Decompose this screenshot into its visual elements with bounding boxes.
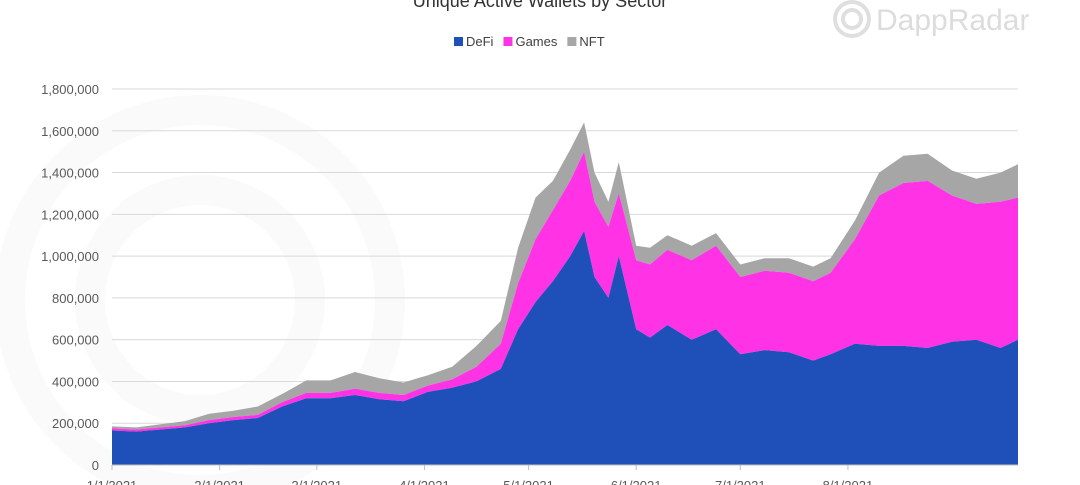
- watermark-text: DappRadar: [876, 4, 1029, 37]
- legend-swatch: [454, 37, 463, 46]
- legend-swatch: [503, 37, 513, 46]
- legend: DeFi Games NFT: [454, 34, 605, 49]
- legend-label: NFT: [579, 34, 604, 49]
- plot-area: [112, 122, 1018, 465]
- x-tick-label: 7/1/2021: [715, 478, 766, 485]
- chart-title: Unique Active Wallets by Sector: [413, 0, 667, 11]
- x-tick-label: 6/1/2021: [611, 478, 662, 485]
- x-tick-label: 1/1/2021: [87, 478, 138, 485]
- y-tick-label: 600,000: [52, 333, 99, 348]
- y-tick-label: 200,000: [52, 416, 99, 431]
- series-area-nft: [112, 122, 1018, 430]
- y-tick-label: 1,000,000: [41, 249, 99, 264]
- y-tick-label: 1,600,000: [41, 124, 99, 139]
- legend-label: Games: [515, 34, 557, 49]
- x-tick-label: 2/1/2021: [194, 478, 245, 485]
- x-tick-label: 5/1/2021: [503, 478, 554, 485]
- legend-item-games: Games: [503, 34, 558, 49]
- y-tick-label: 800,000: [52, 291, 99, 306]
- watermark: DappRadar: [0, 0, 1029, 485]
- y-tick-label: 1,400,000: [41, 166, 99, 181]
- background-logo-watermark: [0, 95, 405, 485]
- y-tick-label: 400,000: [52, 374, 99, 389]
- x-axis: 1/1/2021 2/1/2021 3/1/2021 4/1/2021 5/1/2021…: [87, 464, 1018, 485]
- dappradar-logo-icon: [833, 0, 871, 38]
- series-area-defi: [112, 231, 1018, 465]
- y-axis: 0 200,000 400,000 600,000 800,000 1,000,000 1,…: [41, 82, 99, 473]
- legend-label: DeFi: [466, 34, 494, 49]
- series-area-games: [112, 151, 1018, 432]
- legend-item-nft: NFT: [567, 34, 605, 49]
- legend-item-defi: DeFi: [454, 34, 494, 49]
- x-tick-label: 3/1/2021: [291, 478, 342, 485]
- y-tick-label: 1,200,000: [41, 207, 99, 222]
- x-tick-label: 4/1/2021: [399, 478, 450, 485]
- x-tick-label: 8/1/2021: [823, 478, 874, 485]
- y-tick-label: 1,800,000: [41, 82, 99, 97]
- legend-swatch: [567, 37, 577, 46]
- y-tick-label: 0: [92, 458, 99, 473]
